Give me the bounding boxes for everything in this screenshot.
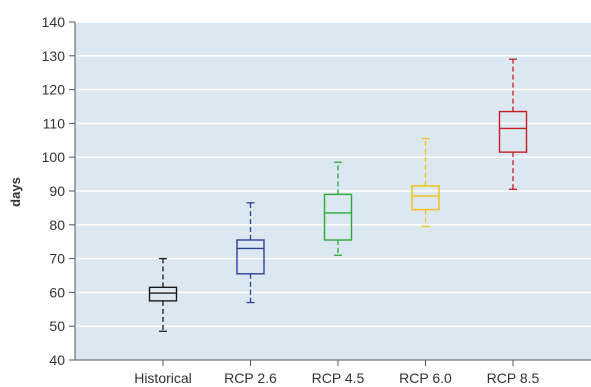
x-tick-label: RCP 4.5 [312,370,365,386]
y-tick-label: 50 [49,318,65,334]
box-rcp-4-5 [323,161,353,256]
x-tick-label: RCP 8.5 [487,370,540,386]
y-tick-label: 60 [49,284,65,300]
y-tick-label: 40 [49,352,65,368]
y-tick-label: 100 [42,149,66,165]
box-rcp-6-0 [411,137,440,228]
x-tick-label: Historical [134,370,192,386]
y-axis-label: days [8,177,23,207]
iqr-box [411,185,440,211]
box-historical [148,257,178,332]
x-tick-label: RCP 2.6 [224,370,277,386]
box-rcp-8-5 [498,58,528,190]
y-tick-label: 90 [49,183,65,199]
y-tick-label: 140 [42,14,66,30]
y-tick-label: 70 [49,251,65,267]
iqr-box [148,286,178,302]
box-rcp-2-6 [236,202,265,304]
x-tick-label: RCP 6.0 [399,370,452,386]
axes: 40 50 60 70 80 90 100 110 120 130 140 Historical RCP… [42,14,591,386]
y-tick-label: 120 [42,82,66,98]
y-tick-label: 130 [42,48,66,64]
iqr-box [323,193,353,241]
y-tick-label: 80 [49,217,65,233]
iqr-box [498,110,528,153]
iqr-box [236,239,265,275]
box-series [148,58,528,332]
y-tick-label: 110 [43,115,66,131]
